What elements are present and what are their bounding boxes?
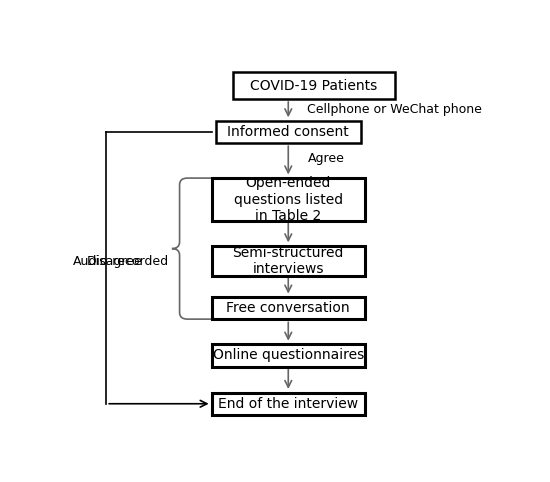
Text: Audio-recorded: Audio-recorded <box>73 254 169 268</box>
Text: Cellphone or WeChat phone: Cellphone or WeChat phone <box>307 103 482 116</box>
Text: Disagree: Disagree <box>87 254 142 268</box>
Text: Free conversation: Free conversation <box>227 301 350 315</box>
Text: Online questionnaires: Online questionnaires <box>213 348 364 362</box>
FancyBboxPatch shape <box>212 297 365 320</box>
Text: COVID-19 Patients: COVID-19 Patients <box>250 79 377 93</box>
FancyBboxPatch shape <box>212 393 365 415</box>
FancyBboxPatch shape <box>212 178 365 221</box>
FancyBboxPatch shape <box>212 246 365 276</box>
FancyBboxPatch shape <box>216 121 361 143</box>
FancyBboxPatch shape <box>233 72 395 99</box>
Text: End of the interview: End of the interview <box>218 397 359 411</box>
Text: Open-ended
questions listed
in Table 2: Open-ended questions listed in Table 2 <box>234 176 343 223</box>
FancyBboxPatch shape <box>212 344 365 367</box>
Text: Semi-structured
interviews: Semi-structured interviews <box>233 246 344 276</box>
Text: Informed consent: Informed consent <box>227 125 349 139</box>
Text: Agree: Agree <box>307 152 344 165</box>
